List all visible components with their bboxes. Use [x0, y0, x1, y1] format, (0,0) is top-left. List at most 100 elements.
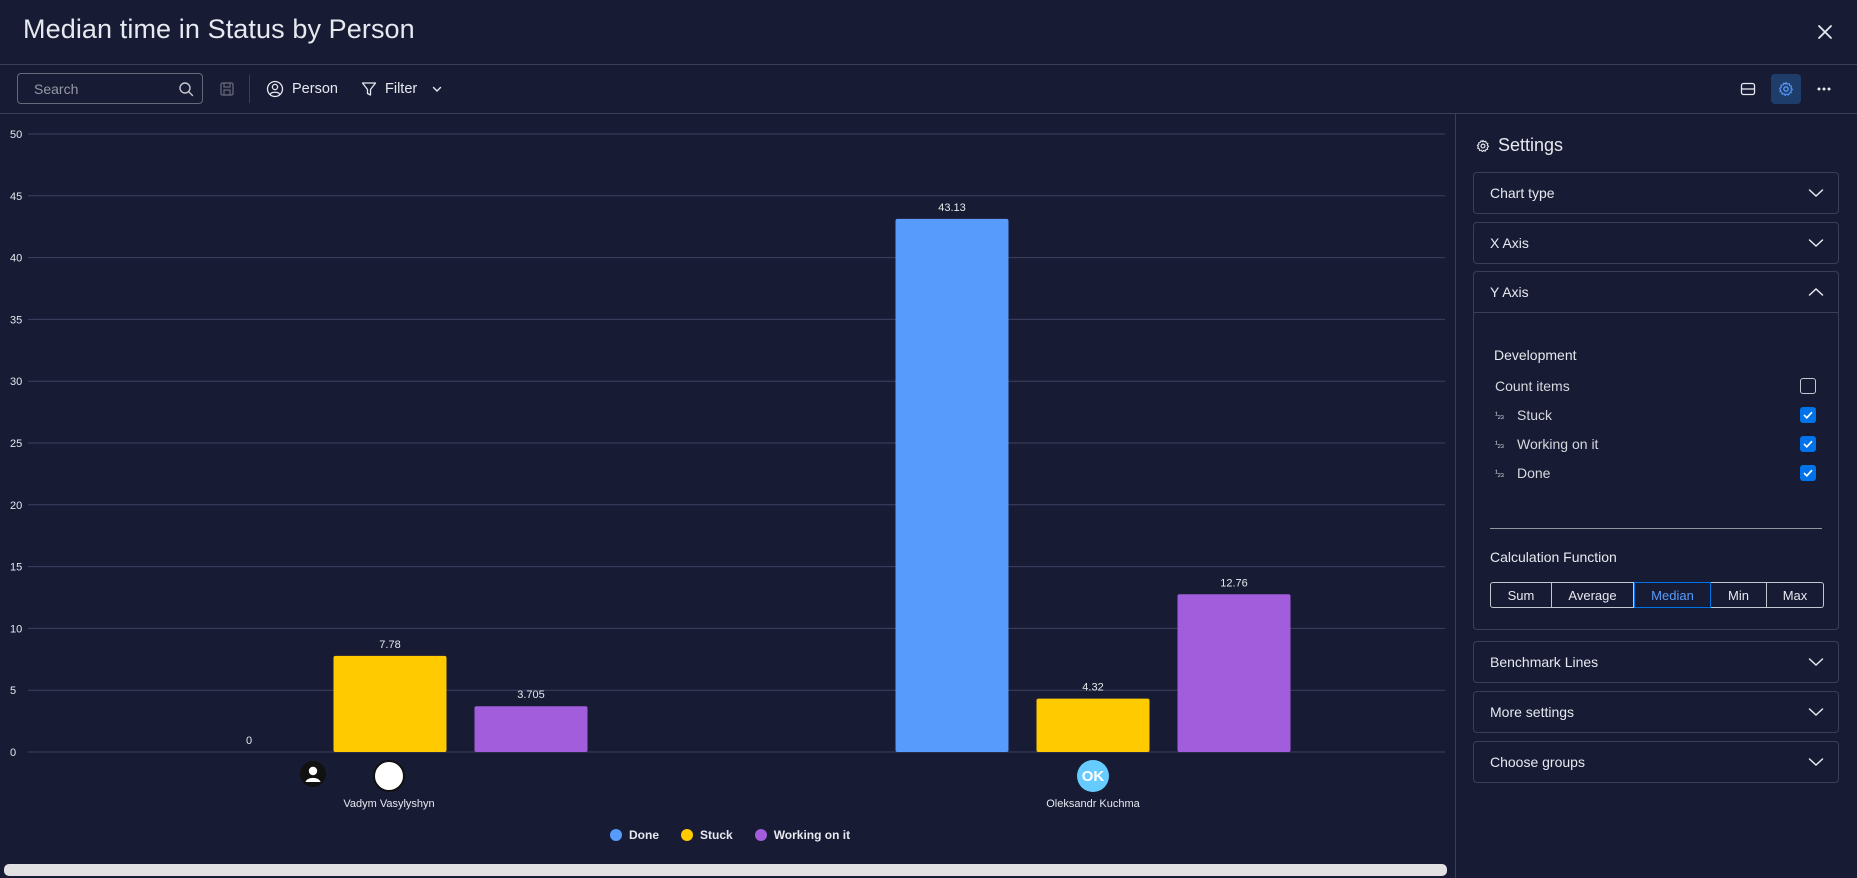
numbers-icon: ¹₂₃ — [1495, 468, 1504, 478]
bar-value-label: 4.32 — [1082, 682, 1103, 694]
benchmark-lines-section: Benchmark Lines — [1473, 641, 1839, 683]
function-sum-button[interactable]: Sum — [1490, 582, 1552, 608]
legend-label: Working on it — [773, 828, 851, 842]
y-tick-label: 50 — [10, 129, 22, 141]
horizontal-scrollbar[interactable] — [4, 864, 1447, 876]
chevron-down-icon — [1808, 758, 1824, 767]
bar-done[interactable] — [895, 218, 1009, 752]
bar-value-label: 7.78 — [379, 639, 400, 651]
settings-header: Settings — [1476, 135, 1563, 156]
bar-value-label: 0 — [246, 735, 252, 747]
numbers-icon: ¹₂₃ — [1495, 439, 1504, 449]
gear-icon — [1476, 139, 1490, 152]
function-max-button[interactable]: Max — [1767, 582, 1824, 608]
calculation-function-label: Calculation Function — [1490, 549, 1617, 565]
y-tick-label: 20 — [10, 500, 22, 512]
bar-working-on-it[interactable] — [474, 706, 588, 752]
count-items-checkbox[interactable] — [1800, 378, 1816, 394]
panel-divider[interactable] — [1455, 114, 1456, 878]
gear-icon — [1778, 81, 1793, 96]
search-input[interactable] — [32, 80, 176, 98]
function-median-button[interactable]: Median — [1634, 582, 1711, 608]
x-axis-section: X Axis — [1473, 222, 1839, 264]
more-settings-header[interactable]: More settings — [1474, 692, 1838, 732]
bar-chart: 0 5 10 15 20 25 30 35 40 45 50 0 7.78 3.705 43.13 4.32 1… — [10, 129, 1445, 759]
settings-toggle-button[interactable] — [1771, 74, 1801, 104]
title-bar: Median time in Status by Person — [0, 0, 1857, 65]
function-average-button[interactable]: Average — [1552, 582, 1634, 608]
y-tick-label: 15 — [10, 562, 22, 574]
person-filter-button[interactable]: Person — [266, 73, 338, 105]
stuck-checkbox[interactable] — [1800, 407, 1816, 423]
person-label: Person — [292, 81, 338, 97]
section-label: Chart type — [1490, 185, 1555, 201]
x-axis-person-vadym: Vadym Vasylyshyn — [299, 760, 479, 810]
done-checkbox[interactable] — [1800, 465, 1816, 481]
person-silhouette-icon — [300, 761, 326, 787]
check-icon — [1803, 440, 1813, 448]
column-label: Working on it — [1517, 436, 1599, 452]
x-axis-header[interactable]: X Axis — [1474, 223, 1838, 263]
numbers-icon: ¹₂₃ — [1495, 410, 1504, 420]
legend-item-stuck[interactable]: Stuck — [681, 828, 733, 842]
function-min-button[interactable]: Min — [1711, 582, 1767, 608]
section-label: X Axis — [1490, 235, 1529, 251]
search-box — [17, 73, 203, 104]
choose-groups-header[interactable]: Choose groups — [1474, 742, 1838, 782]
settings-title: Settings — [1498, 135, 1564, 155]
column-row-done: ¹₂₃ Done — [1495, 463, 1816, 483]
close-button[interactable] — [1811, 18, 1839, 46]
section-label: Benchmark Lines — [1490, 654, 1599, 670]
filter-label: Filter — [385, 81, 418, 97]
y-tick-label: 10 — [10, 623, 22, 635]
layout-icon — [1740, 82, 1756, 96]
person-name: Oleksandr Kuchma — [1046, 798, 1140, 810]
y-axis-body: Development Count items ¹₂₃ Stuck ¹₂₃ Wo… — [1474, 312, 1838, 629]
chevron-down-icon[interactable] — [431, 83, 443, 95]
bar-value-label: 3.705 — [517, 689, 545, 701]
choose-groups-section: Choose groups — [1473, 741, 1839, 783]
legend-dot — [610, 829, 622, 841]
column-row-stuck: ¹₂₃ Stuck — [1495, 405, 1816, 425]
chevron-down-icon — [1808, 708, 1824, 717]
y-tick-label: 5 — [10, 685, 16, 697]
toolbar-divider — [249, 75, 250, 103]
toolbar: Person Filter — [0, 65, 1857, 114]
chart-type-section: Chart type — [1473, 172, 1839, 214]
filter-button[interactable]: Filter — [361, 73, 443, 105]
chart-area: 0 5 10 15 20 25 30 35 40 45 50 0 7.78 3.705 43.13 4.32 1… — [0, 114, 1455, 878]
legend-dot — [754, 829, 767, 841]
legend-label: Stuck — [700, 828, 733, 842]
y-axis-section: Y Axis Development Count items ¹₂₃ Stuck… — [1473, 271, 1839, 630]
y-tick-label: 30 — [10, 376, 22, 388]
save-icon[interactable] — [219, 81, 235, 97]
legend-label: Done — [629, 828, 659, 842]
column-label: Done — [1517, 465, 1551, 481]
benchmark-lines-header[interactable]: Benchmark Lines — [1474, 642, 1838, 682]
y-tick-label: 40 — [10, 253, 22, 265]
check-icon — [1803, 469, 1813, 477]
person-circle-icon — [266, 80, 284, 98]
group-label: Development — [1494, 347, 1577, 363]
y-tick-label: 25 — [10, 438, 22, 450]
bar-stuck[interactable] — [333, 655, 447, 752]
chart-legend: Done Stuck Working on it — [610, 828, 850, 842]
section-label: Choose groups — [1490, 754, 1585, 770]
working-on-it-checkbox[interactable] — [1800, 436, 1816, 452]
legend-item-done[interactable]: Done — [610, 828, 659, 842]
legend-item-working-on-it[interactable]: Working on it — [754, 828, 851, 842]
chevron-down-icon — [1808, 658, 1824, 667]
chart-type-header[interactable]: Chart type — [1474, 173, 1838, 213]
close-icon — [1818, 25, 1832, 39]
layout-toggle-button[interactable] — [1733, 74, 1763, 104]
y-tick-label: 45 — [10, 191, 22, 203]
count-items-label: Count items — [1495, 378, 1570, 394]
divider — [1490, 528, 1822, 529]
search-icon[interactable] — [178, 81, 194, 97]
count-items-row: Count items — [1495, 376, 1816, 396]
more-options-button[interactable] — [1809, 74, 1839, 104]
bar-stuck[interactable] — [1036, 698, 1150, 752]
y-axis-header[interactable]: Y Axis — [1474, 272, 1838, 312]
bar-working-on-it[interactable] — [1177, 594, 1291, 752]
person-name: Vadym Vasylyshyn — [343, 798, 435, 810]
